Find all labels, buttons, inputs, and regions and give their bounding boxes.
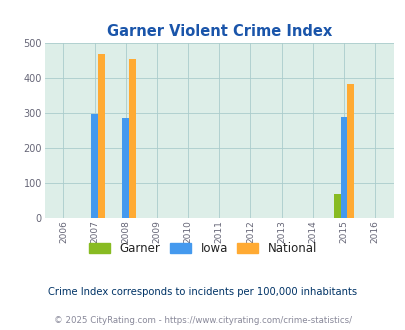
Text: © 2025 CityRating.com - https://www.cityrating.com/crime-statistics/: © 2025 CityRating.com - https://www.city… [54,315,351,325]
Bar [122,118,129,218]
Legend: Garner, Iowa, National: Garner, Iowa, National [84,237,321,260]
Title: Garner Violent Crime Index: Garner Violent Crime Index [107,24,331,39]
Bar [98,54,104,218]
Bar [333,194,340,218]
Text: Crime Index corresponds to incidents per 100,000 inhabitants: Crime Index corresponds to incidents per… [48,287,357,297]
Bar [340,117,347,218]
Bar [347,84,353,218]
Bar [91,114,98,218]
Bar [129,59,136,218]
